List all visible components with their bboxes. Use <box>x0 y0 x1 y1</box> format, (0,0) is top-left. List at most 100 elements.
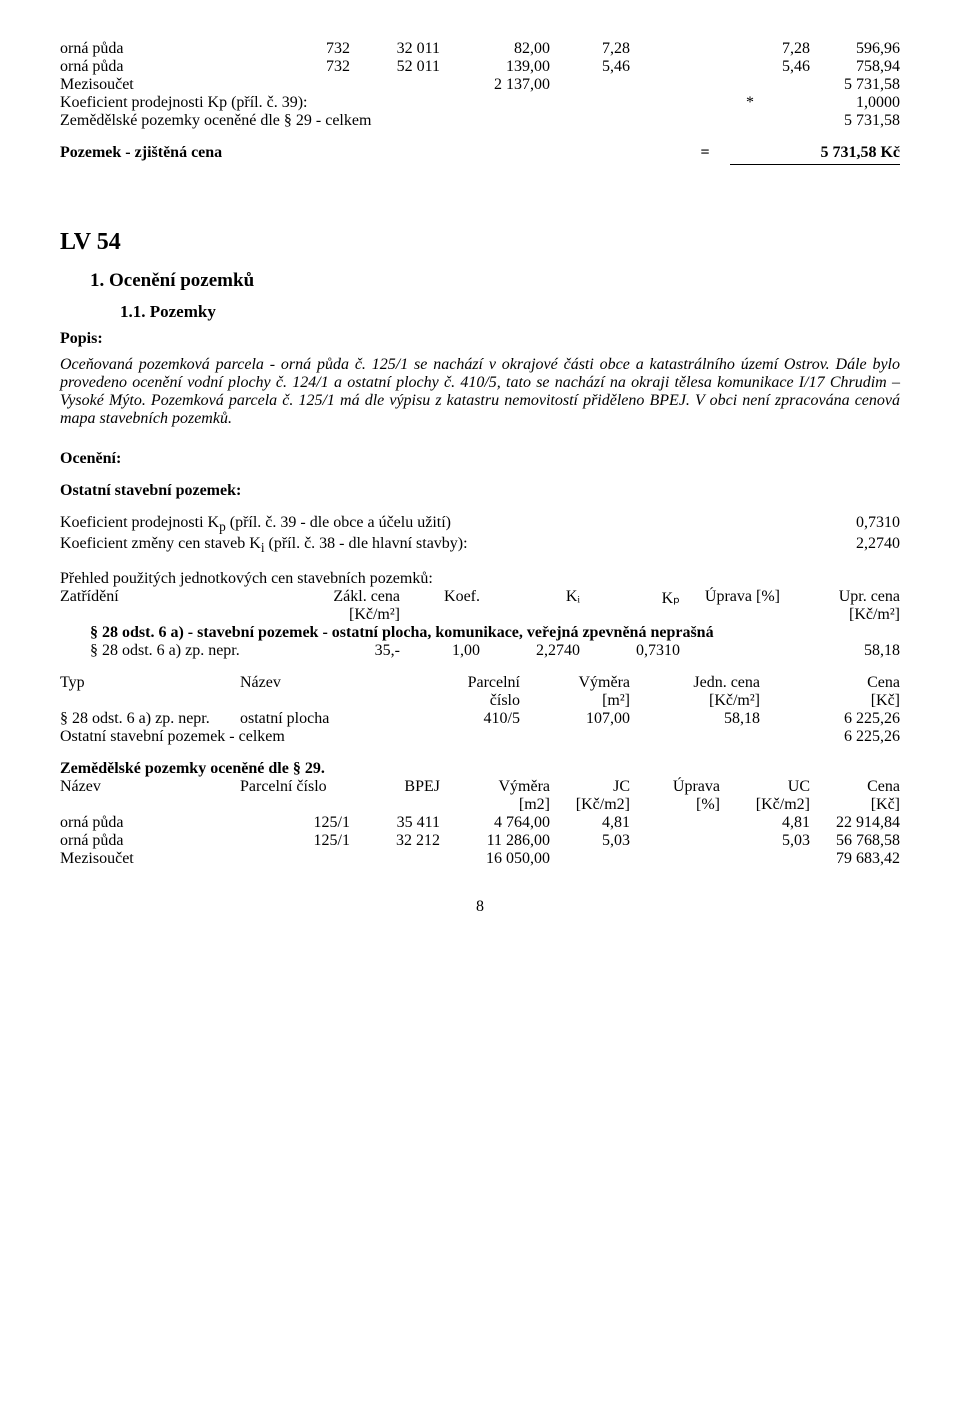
koef-kp-row: Koeficient prodejnosti Kp (příl. č. 39 -… <box>60 514 900 535</box>
par-28-heading: § 28 odst. 6 a) - stavební pozemek - ost… <box>60 624 900 642</box>
ostatni-pozemek-label: Ostatní stavební pozemek: <box>60 482 900 500</box>
cell: orná půda <box>60 58 240 76</box>
col-kp: Kₚ <box>580 588 680 624</box>
cell: 732 <box>240 58 350 76</box>
col-zakl-cena: Zákl. cena [Kč/m²] <box>280 588 400 624</box>
pozemek-val: 5 731,58 Kč <box>730 144 900 165</box>
zem-header: Název Parcelní číslo BPEJ Výměra [m2] JC… <box>60 778 900 814</box>
col-koef: Koef. <box>400 588 480 624</box>
cell: ostatní plocha <box>240 710 410 728</box>
col-parcelni: Parcelní číslo <box>240 778 370 814</box>
equals-sign: = <box>690 144 720 162</box>
cell: 35 411 <box>350 814 440 832</box>
koef-ki-row: Koeficient změny cen staveb Ki (příl. č.… <box>60 535 900 556</box>
cell: 5 731,58 <box>810 76 900 94</box>
cell: 32 212 <box>350 832 440 850</box>
cell: 11 286,00 <box>440 832 550 850</box>
lv-title: LV 54 <box>60 229 900 256</box>
typ-total-row: Ostatní stavební pozemek - celkem 6 225,… <box>60 728 900 746</box>
celkem-label: Zemědělské pozemky oceněné dle § 29 - ce… <box>60 112 760 130</box>
col-nazev: Název <box>240 674 410 710</box>
table-row: orná půda 732 32 011 82,00 7,28 7,28 596… <box>60 40 900 58</box>
cell: 5,46 <box>550 58 630 76</box>
cell: 139,00 <box>440 58 550 76</box>
koef-kp-label: Koeficient prodejnosti Kp (příl. č. 39 -… <box>60 514 451 535</box>
koef-kp-val: 0,7310 <box>856 514 900 535</box>
col-typ: Typ <box>60 674 240 710</box>
table-row: orná půda 732 52 011 139,00 5,46 5,46 75… <box>60 58 900 76</box>
cell: 16 050,00 <box>440 850 550 868</box>
cell: Mezisoučet <box>60 850 240 868</box>
cell: 5,46 <box>720 58 810 76</box>
col-upr-cena: Upr. cena [Kč/m²] <box>780 588 900 624</box>
col-uc: UC [Kč/m2] <box>720 778 810 814</box>
cell: 32 011 <box>350 40 440 58</box>
typ-total-label: Ostatní stavební pozemek - celkem <box>60 728 285 746</box>
cell: 22 914,84 <box>810 814 900 832</box>
cell: orná půda <box>60 832 240 850</box>
cell: 596,96 <box>810 40 900 58</box>
top-zem-table: orná půda 732 32 011 82,00 7,28 7,28 596… <box>60 40 900 130</box>
popis-text: Oceňovaná pozemková parcela - orná půda … <box>60 356 900 428</box>
koef-row: Koeficient prodejnosti Kp (příl. č. 39):… <box>60 94 900 112</box>
celkem-val: 5 731,58 <box>760 112 900 130</box>
cell: 7,28 <box>550 40 630 58</box>
cell <box>680 642 780 660</box>
col-cena: Cena [Kč] <box>810 778 900 814</box>
col-zatrideni: Zatřídění <box>60 588 280 624</box>
cell: 79 683,42 <box>810 850 900 868</box>
zem-title: Zemědělské pozemky oceněné dle § 29. <box>60 760 900 778</box>
cell: 7,28 <box>720 40 810 58</box>
typ-data-row: § 28 odst. 6 a) zp. nepr. ostatní plocha… <box>60 710 900 728</box>
cell: 4,81 <box>720 814 810 832</box>
par-28-data-row: § 28 odst. 6 a) zp. nepr. 35,- 1,00 2,27… <box>60 642 900 660</box>
typ-total-val: 6 225,26 <box>844 728 900 746</box>
cell: 0,7310 <box>580 642 680 660</box>
koef-star: * <box>720 94 780 112</box>
col-vymera: Výměra [m2] <box>440 778 550 814</box>
cell: 2,2740 <box>480 642 580 660</box>
col-parcelni: Parcelní číslo <box>410 674 520 710</box>
prehled-label: Přehled použitých jednotkových cen stave… <box>60 570 900 588</box>
section-1-1-title: 1.1. Pozemky <box>120 302 900 322</box>
koef-ki-label: Koeficient změny cen staveb Ki (příl. č.… <box>60 535 468 556</box>
cell: 5,03 <box>720 832 810 850</box>
col-vymera: Výměra [m²] <box>520 674 630 710</box>
cell: 4,81 <box>550 814 630 832</box>
cell: orná půda <box>60 814 240 832</box>
zatrideni-header: Zatřídění Zákl. cena [Kč/m²] Koef. Kᵢ Kₚ… <box>60 588 900 624</box>
cell: 58,18 <box>780 642 900 660</box>
cell: 1,00 <box>400 642 480 660</box>
cell: 82,00 <box>440 40 550 58</box>
cell: § 28 odst. 6 a) zp. nepr. <box>60 710 240 728</box>
koef-block: Koeficient prodejnosti Kp (příl. č. 39 -… <box>60 514 900 556</box>
cell: 758,94 <box>810 58 900 76</box>
cell: 125/1 <box>240 814 350 832</box>
cell: 58,18 <box>630 710 760 728</box>
cell: 5,03 <box>550 832 630 850</box>
col-jedn-cena: Jedn. cena [Kč/m²] <box>630 674 760 710</box>
popis-label: Popis: <box>60 330 900 348</box>
cell: 732 <box>240 40 350 58</box>
cell: 6 225,26 <box>760 710 900 728</box>
celkem-row: Zemědělské pozemky oceněné dle § 29 - ce… <box>60 112 900 130</box>
cell: 125/1 <box>240 832 350 850</box>
col-cena: Cena [Kč] <box>760 674 900 710</box>
cell: 52 011 <box>350 58 440 76</box>
pozemek-label: Pozemek - zjištěná cena <box>60 144 690 162</box>
zem-mezisoucet-row: Mezisoučet 16 050,00 79 683,42 <box>60 850 900 868</box>
cell: 35,- <box>280 642 400 660</box>
col-nazev: Název <box>60 778 240 814</box>
col-uprava: Úprava [%] <box>680 588 780 624</box>
table-row: orná půda 125/1 35 411 4 764,00 4,81 4,8… <box>60 814 900 832</box>
col-jc: JC [Kč/m2] <box>550 778 630 814</box>
cell: 410/5 <box>410 710 520 728</box>
koef-val: 1,0000 <box>780 94 900 112</box>
oceneni-label: Ocenění: <box>60 450 900 468</box>
pozemek-zjistena-cena: Pozemek - zjištěná cena = 5 731,58 Kč <box>60 144 900 165</box>
col-uprava: Úprava [%] <box>630 778 720 814</box>
cell: orná půda <box>60 40 240 58</box>
col-bpej: BPEJ <box>370 778 440 814</box>
cell: 4 764,00 <box>440 814 550 832</box>
cell: 56 768,58 <box>810 832 900 850</box>
